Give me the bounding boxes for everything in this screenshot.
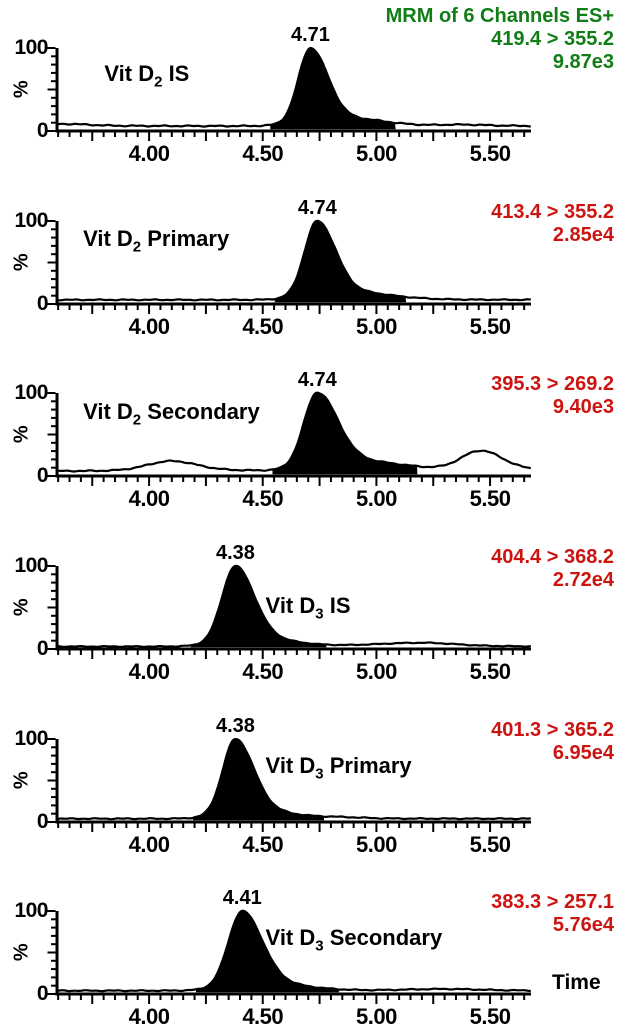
x-tick-label: 5.00: [355, 658, 397, 684]
trace: [56, 909, 531, 993]
y-axis-max-label: 100: [14, 899, 48, 923]
y-axis-min-label: 0: [36, 119, 49, 142]
mrm-transition-label: 401.3 > 365.2: [491, 718, 614, 741]
x-tick-label: 4.00: [128, 141, 170, 166]
trace: [56, 737, 531, 820]
y-axis-title: %: [10, 426, 33, 444]
x-tick-label: 4.50: [242, 1004, 284, 1030]
mrm-transition-label: 395.3 > 269.2: [491, 373, 614, 396]
x-tick-label: 4.00: [128, 486, 170, 512]
y-axis-max-label: 100: [14, 726, 48, 750]
y-axis-max-label: 100: [14, 36, 48, 59]
y-axis-title: %: [10, 598, 33, 617]
compound-label: Vit D2 IS: [104, 61, 190, 91]
y-axis-min-label: 0: [36, 464, 49, 488]
chromatogram-plot: [47, 391, 532, 487]
x-tick-label: 5.00: [355, 1004, 397, 1030]
channel-annotation: 395.3 > 269.2 9.40e3: [491, 350, 614, 419]
y-axis-title: %: [10, 771, 33, 789]
annotation-spacer: [491, 350, 614, 373]
trace: [56, 391, 532, 473]
chromatogram-panel-vitd3-primary: 100 0 % 4.00 4.50 5.00 5.50 4.38 Vit D3 …: [0, 691, 620, 864]
channel-annotation: 413.4 > 355.2 2.85e4: [491, 178, 614, 247]
chromatogram-plot: [47, 219, 532, 314]
x-tick-label: 4.00: [128, 1004, 170, 1030]
y-axis-title: %: [10, 253, 33, 271]
y-axis-title: %: [10, 944, 33, 962]
x-tick-label: 4.00: [128, 831, 170, 857]
y-axis-max-label: 100: [14, 553, 48, 577]
x-tick-label: 4.50: [242, 141, 284, 166]
y-axis-min-label: 0: [36, 982, 49, 1006]
channel-annotation: 383.3 > 257.1 5.76e4: [491, 868, 614, 937]
chromatogram-panel-vitd2-secondary: 100 0 % 4.00 4.50 5.00 5.50 4.74 Vit D2 …: [0, 345, 620, 518]
compound-label: Vit D2 Secondary: [83, 399, 260, 429]
chromatogram-plot: [47, 46, 531, 141]
chromatogram-plot: [47, 909, 531, 1005]
x-tick-label: 4.50: [242, 486, 284, 512]
y-axis-min-label: 0: [36, 636, 49, 660]
mrm-transition-label: 419.4 > 355.2: [491, 28, 614, 50]
peak-rt-annotation: 4.38: [215, 714, 255, 737]
x-tick-label: 5.00: [355, 486, 397, 512]
x-tick-label: 5.00: [355, 141, 397, 166]
x-tick-label: 4.50: [242, 831, 284, 857]
intensity-label: 2.85e4: [552, 223, 614, 246]
x-axis-title: Time: [552, 971, 601, 995]
x-tick-label: 5.50: [469, 486, 511, 512]
x-tick-label: 5.00: [355, 313, 397, 339]
compound-label: Vit D2 Primary: [83, 226, 230, 256]
chromatogram-panel-vitd2-primary: 100 0 % 4.00 4.50 5.00 5.50 4.74 Vit D2 …: [0, 173, 620, 346]
annotation-spacer: [491, 178, 614, 201]
channel-annotation: MRM of 6 Channels ES+ 419.4 > 355.2 9.87…: [386, 5, 614, 74]
x-tick-label: 4.00: [128, 313, 170, 339]
x-tick-label: 5.50: [469, 141, 511, 166]
compound-label: Vit D3 Primary: [265, 752, 412, 783]
compound-label: Vit D3 IS: [265, 593, 351, 623]
x-tick-label: 4.00: [128, 658, 170, 684]
peak-rt-annotation: 4.74: [297, 196, 337, 219]
chromatogram-panel-vitd3-secondary: 100 0 % 4.00 4.50 5.00 5.50 4.41 Vit D3 …: [0, 863, 620, 1036]
peak-fill: [272, 393, 418, 475]
mrm-transition-label: 413.4 > 355.2: [491, 200, 614, 223]
x-tick-label: 5.50: [469, 1004, 511, 1030]
peak-rt-annotation: 4.74: [297, 369, 337, 392]
trace: [56, 46, 531, 128]
intensity-label: 5.76e4: [552, 914, 614, 937]
intensity-label: 9.87e3: [552, 51, 614, 73]
channel-annotation: 401.3 > 365.2 6.95e4: [491, 696, 614, 765]
trace: [56, 219, 532, 302]
x-tick-label: 5.00: [355, 831, 397, 857]
mrm-transition-label: 404.4 > 368.2: [491, 545, 614, 568]
x-tick-label: 4.50: [242, 658, 284, 684]
chromatogram-plot: [47, 564, 531, 659]
x-tick-label: 5.50: [469, 831, 511, 857]
peak-rt-annotation: 4.71: [291, 24, 330, 46]
intensity-label: 9.40e3: [552, 396, 614, 419]
chromatogram-panel-vitd3-is: 100 0 % 4.00 4.50 5.00 5.50 4.38 Vit D3 …: [0, 518, 620, 691]
compound-label: Vit D3 Secondary: [265, 924, 443, 954]
peak-rt-annotation: 4.41: [222, 887, 262, 910]
intensity-label: 6.95e4: [552, 741, 614, 764]
peak-rt-annotation: 4.38: [215, 541, 255, 564]
y-axis-min-label: 0: [36, 291, 49, 315]
annotation-spacer: [491, 523, 614, 546]
y-axis-min-label: 0: [36, 809, 49, 833]
y-axis-title: %: [10, 80, 33, 99]
annotation-spacer: [491, 696, 614, 719]
mrm-transition-label: 383.3 > 257.1: [491, 891, 614, 914]
annotation-spacer: [491, 868, 614, 891]
x-tick-label: 4.50: [242, 313, 284, 339]
chromatogram-panel-vitd2-is: 100 0 % 4.00 4.50 5.00 5.50 4.71 Vit D2 …: [0, 0, 620, 173]
x-tick-label: 5.50: [469, 313, 511, 339]
chromatogram-plot: [47, 737, 531, 832]
y-axis-max-label: 100: [14, 381, 48, 405]
x-tick-label: 5.50: [469, 658, 511, 684]
y-axis-max-label: 100: [14, 208, 48, 232]
channel-annotation: 404.4 > 368.2 2.72e4: [491, 523, 614, 592]
trace: [56, 564, 531, 648]
intensity-label: 2.72e4: [552, 568, 614, 591]
acquisition-mode-label: MRM of 6 Channels ES+: [385, 5, 614, 27]
